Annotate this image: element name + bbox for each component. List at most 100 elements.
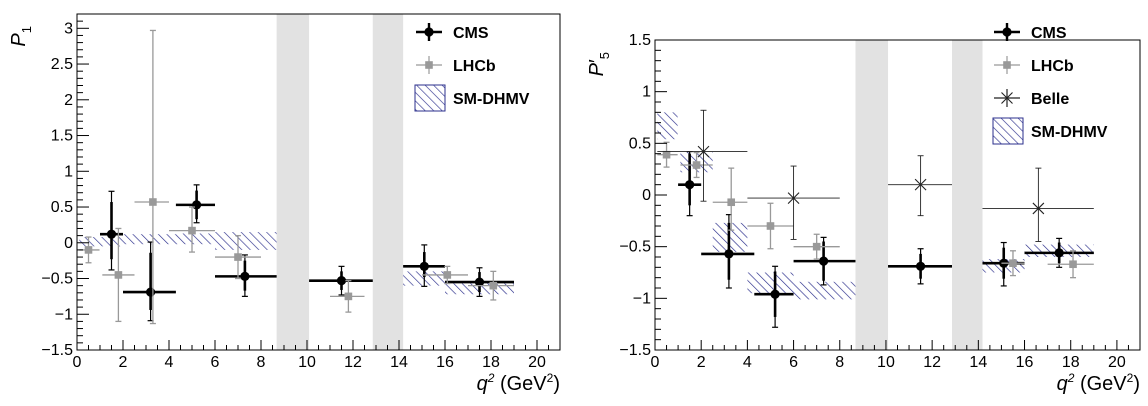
cms-point xyxy=(106,229,117,239)
belle-point xyxy=(787,192,800,204)
series-cms xyxy=(678,151,1094,328)
veto-region xyxy=(855,40,889,350)
legend-label: LHCb xyxy=(453,58,496,75)
cms-point xyxy=(192,200,202,210)
x-tick-label: 16 xyxy=(1016,354,1034,371)
lhcb-point xyxy=(84,246,93,254)
x-tick-label: 20 xyxy=(1108,354,1126,371)
lhcb-point xyxy=(114,271,123,279)
x-axis-unit-exponent: 2 xyxy=(547,371,554,385)
y-tick-label: 1 xyxy=(64,163,73,180)
x-tick-label: 18 xyxy=(1062,354,1080,371)
x-axis-var: q xyxy=(477,373,488,395)
x-tick-label: 2 xyxy=(119,354,128,371)
lhcb-point xyxy=(662,150,671,159)
right-chart-p5prime: 0 2 4 6 8 10 12 14 16 18 20−1.5−1−0.500.511.5q2 (G… xyxy=(586,23,1141,395)
y-tick-label: −1.5 xyxy=(41,342,73,359)
y-tick-label: −1.5 xyxy=(619,342,651,359)
legend-label: SM-DHMV xyxy=(453,91,530,108)
x-tick-label: 12 xyxy=(344,354,362,371)
y-tick-label: 0 xyxy=(642,187,651,204)
cms-point xyxy=(724,249,734,259)
lhcb-point xyxy=(149,198,157,206)
sm-dhmv-band xyxy=(79,237,123,247)
veto-region xyxy=(952,40,983,350)
y-tick-label: 2 xyxy=(64,92,73,109)
y-axis-title: P1 xyxy=(8,26,34,47)
lhcb-point xyxy=(489,281,498,290)
y-axis-var: P xyxy=(586,62,608,76)
x-axis-unit-exponent: 2 xyxy=(1127,371,1134,385)
sm-dhmv-band xyxy=(657,112,678,140)
sm-dhmv-band xyxy=(747,272,794,294)
legend: CMS LHCb SM-DHMV xyxy=(414,23,530,112)
sm-dhmv-band xyxy=(175,233,215,245)
x-axis-unit-close: ) xyxy=(1133,373,1140,395)
x-tick-label: 2 xyxy=(697,354,706,371)
lhcb-point xyxy=(812,242,821,251)
cms-point xyxy=(685,180,695,190)
x-axis-var-exponent: 2 xyxy=(1067,371,1075,385)
cms-point xyxy=(474,277,485,287)
x-axis-unit: (GeV xyxy=(494,373,547,395)
y-tick-label: 1.5 xyxy=(51,128,73,145)
y-tick-label: −1 xyxy=(633,290,651,307)
sm-dhmv-band xyxy=(793,281,856,300)
legend-label: CMS xyxy=(1031,25,1067,42)
legend-label: LHCb xyxy=(1031,58,1074,75)
sm-dhmv-band xyxy=(215,232,277,250)
cms-point xyxy=(818,256,829,266)
legend-marker-lhcb xyxy=(425,61,433,69)
belle-point xyxy=(697,145,710,158)
x-tick-label: 20 xyxy=(528,354,546,371)
y-tick-label: 2.5 xyxy=(51,56,73,73)
x-axis-unit-close: ) xyxy=(553,373,560,395)
legend-band-swatch xyxy=(992,117,1024,145)
cms-point xyxy=(240,271,250,281)
lhcb-point xyxy=(443,271,452,279)
y-tick-label: −0.5 xyxy=(619,239,651,256)
legend-marker-cms xyxy=(1002,27,1012,37)
x-axis-var: q xyxy=(1057,373,1068,395)
sm-dhmv-band xyxy=(123,234,176,245)
x-tick-label: 4 xyxy=(743,354,752,371)
legend-marker-lhcb xyxy=(1003,61,1011,69)
y-tick-label: −1 xyxy=(55,306,73,323)
left-chart-p1: 0 2 4 6 8 10 12 14 16 18 20−1.5−1−0.500.511.522.53… xyxy=(8,13,561,395)
y-axis-subscript: 5 xyxy=(597,52,612,59)
lhcb-point xyxy=(766,222,775,230)
legend: CMS LHCb Belle SM-DHMV xyxy=(992,23,1108,145)
legend-label: CMS xyxy=(453,25,489,42)
x-axis-title: q2 (GeV2) xyxy=(477,371,560,395)
y-tick-label: 1 xyxy=(642,84,651,101)
x-tick-label: 10 xyxy=(877,354,895,371)
x-tick-label: 16 xyxy=(436,354,454,371)
y-tick-label: 0 xyxy=(64,235,73,252)
legend-label: SM-DHMV xyxy=(1031,124,1108,141)
cms-point xyxy=(419,261,429,271)
y-tick-label: 0.5 xyxy=(51,199,73,216)
x-tick-label: 6 xyxy=(789,354,798,371)
x-tick-label: 12 xyxy=(923,354,941,371)
lhcb-point xyxy=(1009,259,1017,267)
x-axis-unit: (GeV xyxy=(1074,373,1127,395)
x-tick-label: 4 xyxy=(165,354,174,371)
lhcb-point xyxy=(1069,260,1077,269)
y-axis-title: P′5 xyxy=(586,52,612,76)
legend-label: Belle xyxy=(1031,91,1069,108)
legend-marker-belle xyxy=(1001,92,1013,104)
lhcb-point xyxy=(727,198,736,207)
y-tick-label: 0.5 xyxy=(629,135,651,152)
plot-frame xyxy=(654,39,1141,351)
x-tick-label: 10 xyxy=(298,354,316,371)
series-lhcb xyxy=(79,29,514,325)
x-tick-label: 14 xyxy=(969,354,987,371)
legend-marker-cms xyxy=(424,27,434,37)
y-tick-label: −0.5 xyxy=(41,271,73,288)
lhcb-point xyxy=(344,292,353,301)
veto-region xyxy=(372,14,404,350)
x-tick-label: 0 xyxy=(651,354,660,371)
series-lhcb xyxy=(657,141,1094,279)
veto-region xyxy=(276,14,310,350)
